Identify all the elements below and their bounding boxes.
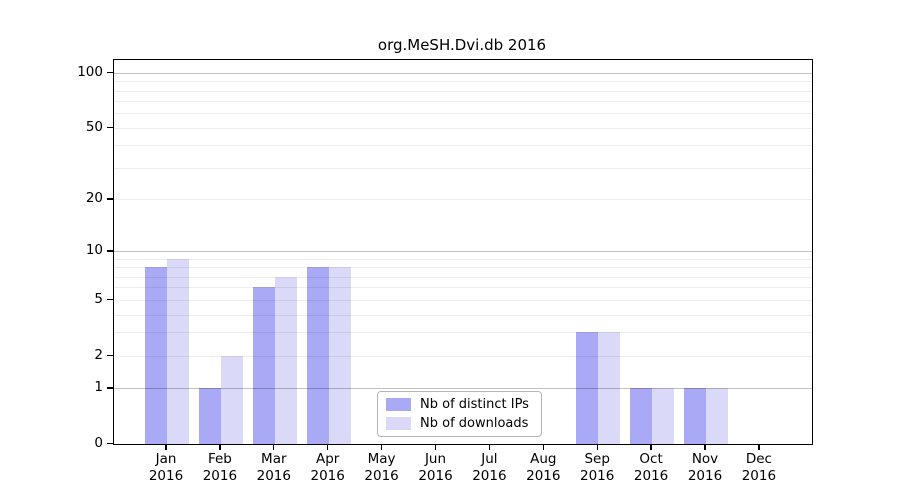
- y-tick-label-1: 1: [94, 379, 103, 396]
- gridline-4: [114, 314, 812, 316]
- x-tick-label-jun: Jun 2016: [418, 451, 453, 484]
- legend-swatch-distinct-ips: [386, 397, 411, 411]
- x-tick-label-apr: Apr 2016: [310, 451, 345, 484]
- x-tick-label-sep: Sep 2016: [580, 451, 615, 484]
- gridline-50: [114, 127, 812, 129]
- gridline-3: [114, 332, 812, 334]
- y-tick-mark-5: [107, 298, 113, 301]
- gridline-1: [114, 388, 812, 390]
- gridline-20: [114, 199, 812, 201]
- bar-apr-distinct-ips: [306, 267, 329, 444]
- x-tick-mark-sep: [596, 444, 598, 450]
- x-tick-label-aug: Aug 2016: [526, 451, 561, 484]
- legend-entry-distinct-ips: Nb of distinct IPs: [386, 397, 541, 412]
- legend-label-downloads: Nb of downloads: [420, 416, 529, 432]
- y-tick-mark-0: [107, 443, 113, 445]
- legend: Nb of distinct IPs Nb of downloads: [377, 391, 542, 437]
- x-tick-label-jan: Jan 2016: [148, 451, 184, 484]
- y-tick-label-20: 20: [85, 190, 103, 207]
- y-tick-label-5: 5: [94, 290, 103, 307]
- y-tick-label-2: 2: [94, 346, 103, 363]
- x-tick-mark-jan: [165, 444, 167, 450]
- x-tick-mark-mar: [273, 444, 275, 450]
- x-tick-mark-dec: [758, 444, 760, 450]
- x-tick-mark-may: [380, 444, 383, 450]
- y-tick-label-100: 100: [77, 63, 103, 80]
- gridline-2: [114, 355, 812, 357]
- y-tick-mark-50: [107, 126, 113, 129]
- y-tick-label-50: 50: [85, 118, 103, 135]
- x-tick-label-mar: Mar 2016: [256, 451, 291, 484]
- gridline-80: [114, 90, 812, 92]
- bar-nov-distinct-ips: [684, 388, 706, 444]
- bar-oct-distinct-ips: [630, 388, 653, 444]
- chart-title: org.MeSH.Dvi.db 2016: [377, 36, 547, 54]
- y-tick-label-10: 10: [85, 242, 103, 259]
- x-tick-label-oct: Oct 2016: [633, 451, 669, 484]
- x-tick-mark-nov: [704, 444, 706, 450]
- y-tick-mark-20: [107, 198, 113, 200]
- gridline-90: [114, 81, 812, 83]
- x-tick-label-may: May 2016: [364, 451, 399, 484]
- legend-entry-downloads: Nb of downloads: [386, 416, 541, 431]
- bar-nov-downloads: [706, 388, 728, 444]
- bar-feb-distinct-ips: [198, 388, 221, 444]
- y-tick-mark-1: [107, 387, 113, 389]
- x-tick-label-dec: Dec 2016: [741, 451, 777, 484]
- plot-area: [113, 59, 813, 445]
- gridline-10: [114, 251, 812, 253]
- x-tick-label-feb: Feb 2016: [202, 451, 238, 484]
- x-tick-mark-oct: [650, 444, 652, 450]
- bar-mar-distinct-ips: [252, 287, 275, 444]
- x-tick-label-jul: Jul 2016: [472, 451, 507, 484]
- x-tick-label-nov: Nov 2016: [687, 451, 723, 484]
- y-tick-mark-100: [107, 71, 113, 74]
- gridline-40: [114, 145, 812, 147]
- bar-oct-downloads: [652, 388, 675, 444]
- gridline-70: [114, 101, 812, 103]
- y-tick-label-0: 0: [94, 435, 103, 451]
- x-tick-mark-aug: [542, 444, 544, 450]
- bar-jan-distinct-ips: [145, 267, 167, 444]
- gridline-7: [114, 276, 812, 278]
- gridline-8: [114, 267, 812, 269]
- y-tick-mark-10: [107, 250, 113, 252]
- x-tick-mark-jun: [434, 444, 437, 450]
- gridline-30: [114, 167, 812, 169]
- gridline-6: [114, 287, 812, 289]
- bar-sep-downloads: [598, 332, 621, 444]
- gridline-9: [114, 258, 812, 260]
- bar-sep-distinct-ips: [576, 332, 599, 444]
- x-tick-mark-feb: [219, 444, 221, 450]
- x-tick-mark-apr: [327, 444, 329, 450]
- bar-feb-downloads: [220, 355, 243, 444]
- gridline-60: [114, 113, 812, 115]
- legend-swatch-downloads: [386, 417, 411, 431]
- bar-mar-downloads: [274, 276, 297, 444]
- gridline-100: [114, 72, 812, 74]
- x-tick-mark-jul: [488, 444, 491, 450]
- bar-jan-downloads: [167, 258, 189, 444]
- y-tick-mark-2: [107, 354, 113, 357]
- bar-apr-downloads: [328, 267, 351, 444]
- gridline-5: [114, 299, 812, 301]
- legend-label-distinct-ips: Nb of distinct IPs: [420, 396, 529, 412]
